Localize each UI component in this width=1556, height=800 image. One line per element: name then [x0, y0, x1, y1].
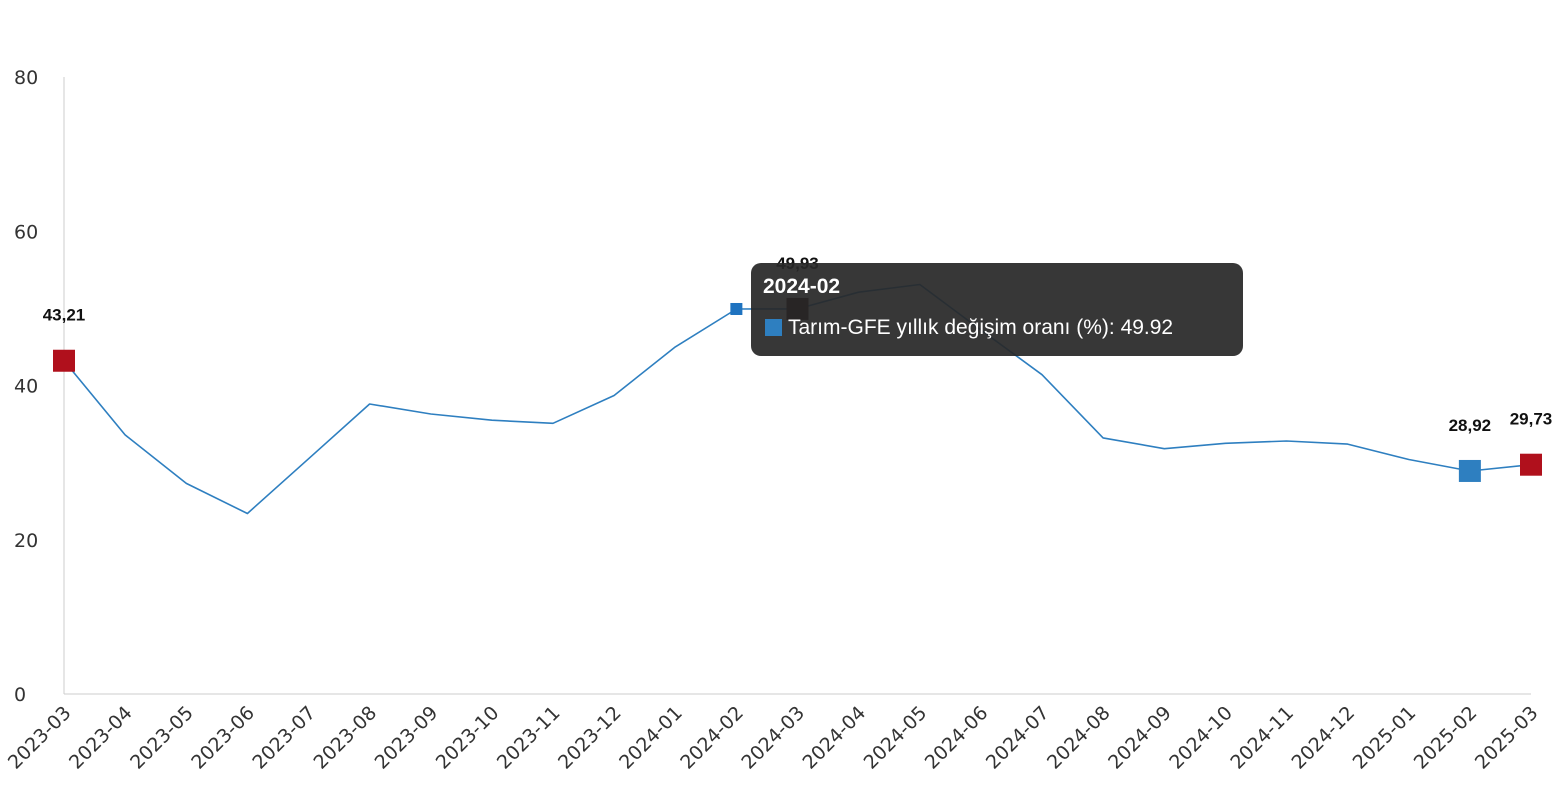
- x-tick-label: 2024-10: [1165, 702, 1237, 774]
- x-tick-label: 2024-06: [921, 702, 993, 774]
- x-axis: 2023-032023-042023-052023-062023-072023-…: [4, 693, 1543, 774]
- y-axis: 0 20 40 60 80: [14, 67, 65, 706]
- x-tick-label: 2023-09: [371, 702, 443, 774]
- x-tick-label: 2024-02: [676, 702, 748, 774]
- x-tick-label: 2025-03: [1471, 702, 1543, 774]
- x-tick-label: 2025-01: [1349, 702, 1421, 774]
- x-tick-label: 2024-11: [1226, 702, 1298, 774]
- point-marker[interactable]: [53, 349, 75, 372]
- x-tick-label: 2023-05: [126, 702, 198, 774]
- tooltip-value: 49.92: [1120, 316, 1174, 339]
- data-label: 29,73: [1510, 410, 1553, 429]
- y-tick-label: 40: [14, 376, 38, 398]
- data-label: 43,21: [43, 306, 86, 325]
- point-marker[interactable]: [1458, 459, 1481, 482]
- y-tick-label: 60: [14, 221, 38, 243]
- marker-layer: [53, 297, 1542, 482]
- tooltip: 2024-02 Tarım-GFE yıllık değişim oranı (…: [751, 263, 1243, 356]
- tooltip-series-label: Tarım-GFE yıllık değişim oranı (%): [788, 316, 1109, 339]
- data-label: 28,92: [1449, 416, 1492, 435]
- y-tick-label: 20: [14, 530, 38, 552]
- x-tick-label: 2023-12: [554, 702, 626, 774]
- x-tick-label: 2024-05: [860, 702, 932, 774]
- x-tick-label: 2023-04: [65, 702, 137, 774]
- tooltip-row: Tarım-GFE yıllık değişim oranı (%): 49.9…: [765, 316, 1173, 340]
- x-tick-label: 2023-06: [187, 702, 259, 774]
- x-tick-label: 2023-08: [309, 702, 381, 774]
- x-tick-label: 2023-07: [248, 702, 320, 774]
- x-tick-label: 2024-09: [1104, 702, 1176, 774]
- point-marker[interactable]: [1520, 453, 1542, 476]
- x-tick-label: 2023-03: [4, 702, 76, 774]
- x-tick-label: 2025-02: [1410, 702, 1482, 774]
- tooltip-swatch: [765, 319, 782, 336]
- point-marker[interactable]: [730, 302, 743, 315]
- x-tick-label: 2024-12: [1287, 702, 1359, 774]
- x-tick-label: 2023-11: [493, 702, 565, 774]
- y-tick-label: 80: [14, 67, 38, 89]
- tooltip-separator: :: [1108, 316, 1121, 339]
- x-tick-label: 2024-07: [982, 702, 1054, 774]
- x-tick-label: 2024-03: [737, 702, 809, 774]
- x-tick-label: 2024-04: [798, 702, 870, 774]
- tooltip-title: 2024-02: [763, 275, 841, 298]
- y-tick-label: 0: [14, 684, 26, 706]
- x-tick-label: 2023-10: [432, 702, 504, 774]
- x-tick-label: 2024-01: [615, 702, 687, 774]
- x-tick-label: 2024-08: [1043, 702, 1115, 774]
